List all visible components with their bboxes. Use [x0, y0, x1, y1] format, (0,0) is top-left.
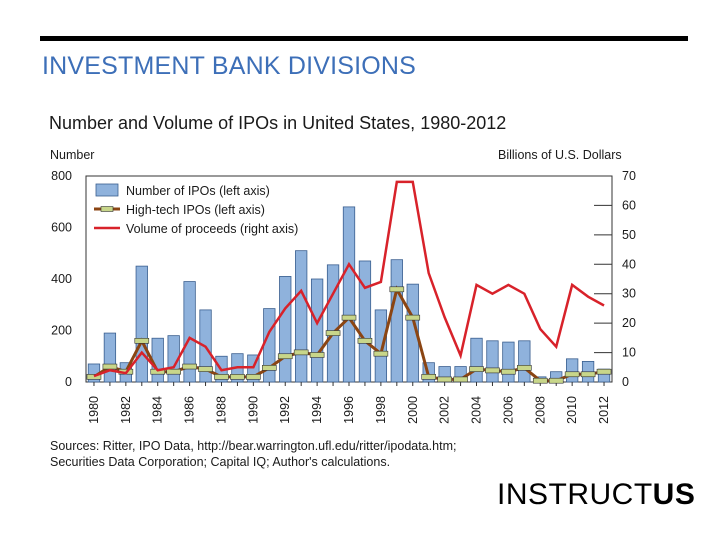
- right-tick-label: 10: [622, 346, 636, 360]
- hightech-marker: [341, 314, 357, 321]
- ipo-count-bar: [295, 250, 308, 383]
- hightech-marker: [277, 353, 293, 360]
- hightech-marker: [134, 337, 150, 344]
- hightech-marker: [309, 352, 325, 358]
- hightech-marker: [421, 374, 436, 380]
- x-tick-label: 1996: [342, 396, 356, 424]
- slide-title: INVESTMENT BANK DIVISIONS: [42, 52, 417, 80]
- right-tick-label: 0: [622, 375, 629, 389]
- hightech-marker: [564, 371, 580, 378]
- instructus-logo: INSTRUCTUS: [497, 478, 695, 512]
- hightech-marker: [325, 330, 341, 336]
- ipo-count-bar: [310, 278, 324, 383]
- right-tick-label: 40: [622, 257, 636, 271]
- hightech-marker: [485, 367, 500, 374]
- x-tick-label: 2010: [565, 396, 579, 424]
- hightech-marker: [182, 363, 197, 370]
- left-axis-caption: Number: [50, 148, 95, 162]
- x-tick-label: 2002: [438, 396, 452, 424]
- hightech-marker: [469, 366, 484, 372]
- volume-line: [93, 180, 605, 378]
- left-tick-label: 200: [51, 324, 72, 338]
- ipo-count-bar: [279, 276, 292, 383]
- hightech-marker: [262, 365, 277, 371]
- hightech-marker: [501, 368, 516, 375]
- x-tick-label: 1986: [183, 396, 197, 424]
- x-tick-label: 2000: [406, 396, 420, 424]
- legend-marker-hightech: [100, 206, 114, 212]
- right-tick-label: 20: [622, 316, 636, 330]
- x-tick-label: 2006: [501, 396, 515, 424]
- x-tick-label: 1992: [278, 396, 292, 424]
- hightech-marker: [517, 365, 532, 371]
- right-tick-label: 50: [622, 228, 636, 242]
- x-tick-label: 1990: [246, 396, 260, 424]
- hightech-marker: [102, 363, 118, 370]
- logo-regular: INSTRUCT: [497, 478, 653, 511]
- hightech-marker: [532, 377, 548, 384]
- x-tick-label: 1998: [374, 396, 388, 424]
- left-tick-label: 600: [51, 221, 72, 235]
- legend-label-bars: Number of IPOs (left axis): [126, 184, 270, 198]
- hightech-marker: [389, 286, 405, 293]
- left-tick-label: 0: [65, 375, 72, 389]
- hightech-marker: [596, 368, 612, 375]
- hightech-marker: [357, 337, 373, 344]
- x-tick-label: 2004: [470, 396, 484, 424]
- logo-bold: US: [652, 478, 696, 511]
- hightech-marker: [373, 350, 389, 357]
- hightech-marker: [293, 349, 309, 356]
- ipo-count-bar: [502, 341, 515, 383]
- hightech-marker: [580, 371, 596, 378]
- hightech-marker: [166, 368, 181, 375]
- left-tick-label: 800: [51, 169, 72, 183]
- ipo-count-bar: [566, 358, 579, 383]
- legend-label-hightech: High-tech IPOs (left axis): [126, 203, 265, 217]
- hightech-marker: [230, 374, 245, 380]
- hightech-marker: [246, 374, 261, 380]
- ipo-count-bar: [326, 264, 340, 383]
- right-tick-label: 60: [622, 198, 636, 212]
- hightech-marker: [437, 376, 452, 383]
- right-tick-label: 30: [622, 287, 636, 301]
- sources-line-1: Sources: Ritter, IPO Data, http://bear.w…: [50, 439, 457, 453]
- legend-label-volume: Volume of proceeds (right axis): [126, 222, 298, 236]
- right-tick-label: 70: [622, 169, 636, 183]
- ipo-count-bar: [486, 340, 499, 383]
- x-tick-label: 1980: [87, 396, 101, 424]
- ipo-count-bar: [358, 260, 372, 383]
- x-tick-label: 2012: [597, 396, 611, 424]
- hightech-marker: [548, 377, 564, 384]
- hightech-marker: [198, 366, 213, 372]
- sources-line-2: Securities Data Corporation; Capital IQ;…: [50, 455, 391, 469]
- hightech-marker: [214, 374, 229, 380]
- x-tick-label: 1982: [119, 396, 133, 424]
- ipo-count-bar: [374, 309, 388, 383]
- ipo-count-bar: [470, 337, 483, 383]
- left-tick-label: 400: [51, 272, 72, 286]
- ipo-count-bar: [103, 332, 117, 383]
- x-tick-label: 1994: [310, 396, 324, 424]
- ipo-count-bar: [518, 340, 531, 383]
- ipo-count-bar: [151, 337, 164, 383]
- hightech-marker: [405, 314, 421, 321]
- sources-note: Sources: Ritter, IPO Data, http://bear.w…: [50, 438, 456, 470]
- hightech-marker: [453, 376, 468, 383]
- x-tick-label: 1988: [214, 396, 228, 424]
- legend-swatch-bars: [95, 183, 119, 197]
- right-axis-caption: Billions of U.S. Dollars: [498, 148, 622, 162]
- ipo-count-bar: [135, 265, 148, 383]
- chart-title: Number and Volume of IPOs in United Stat…: [49, 113, 507, 133]
- top-rule: [40, 36, 688, 41]
- x-tick-label: 2008: [533, 396, 547, 424]
- ipo-count-bar: [342, 206, 356, 383]
- x-tick-label: 1984: [151, 396, 165, 424]
- ipo-count-bar: [390, 259, 403, 383]
- hightech-marker: [86, 374, 102, 380]
